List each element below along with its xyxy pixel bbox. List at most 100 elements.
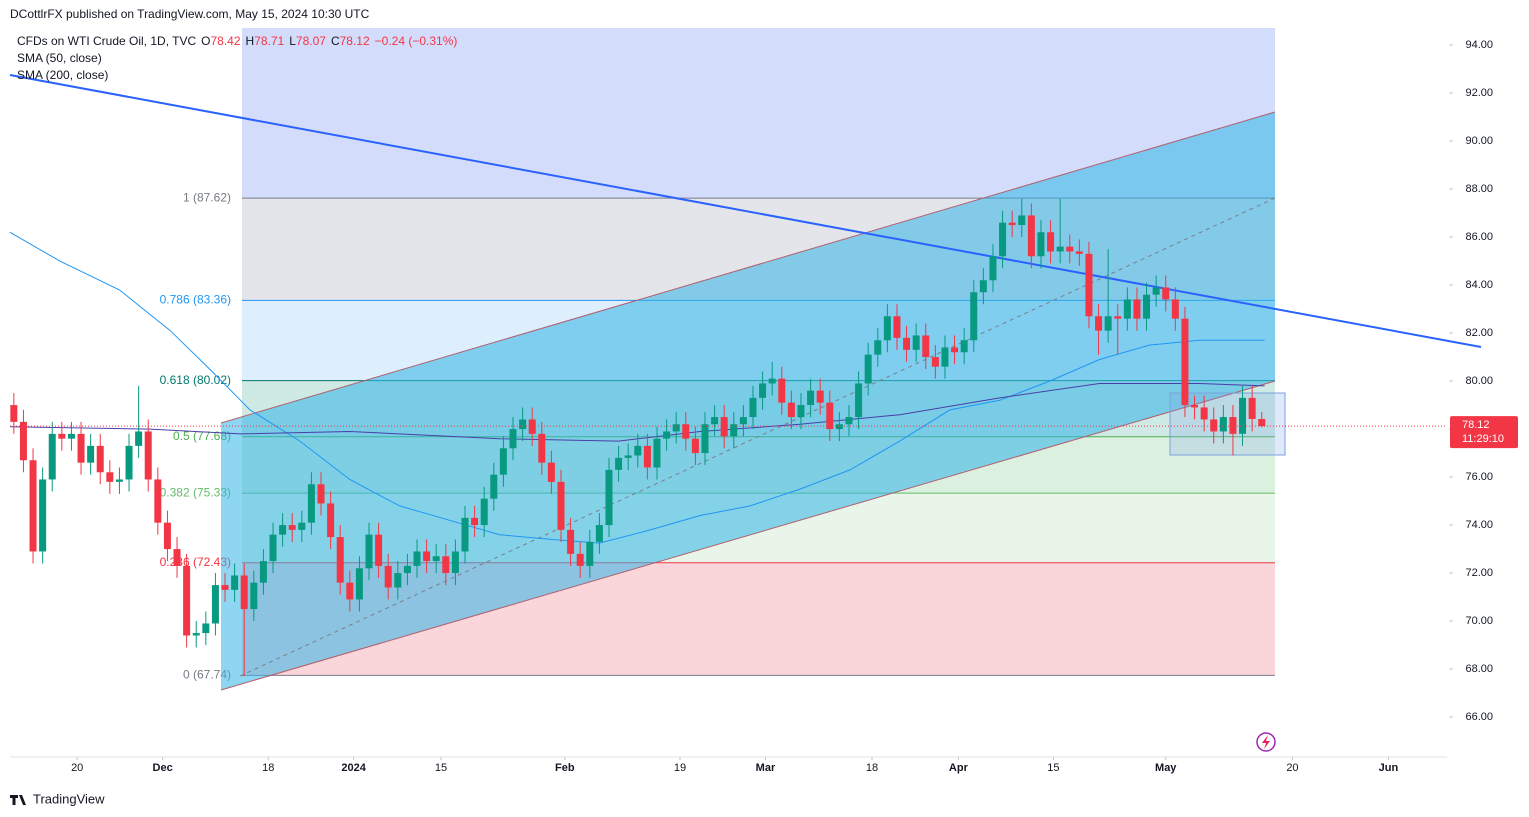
candle-body [346, 582, 354, 600]
legend-ohlc-value: 78.12 [340, 34, 370, 48]
candle-body [317, 484, 325, 504]
x-tick-label: Apr [949, 762, 969, 774]
x-tick-label: 18 [262, 762, 274, 774]
candle-body [730, 424, 738, 437]
candle-body [1239, 397, 1247, 434]
y-tick-label: 88.00 [1465, 183, 1493, 195]
candle-body [1248, 397, 1256, 419]
candle-body [1066, 246, 1074, 252]
candle-body [375, 534, 383, 566]
countdown-label: 11:29:10 [1462, 433, 1504, 445]
candle-body [960, 340, 968, 353]
candle-body [586, 541, 594, 566]
candle-body [403, 565, 411, 574]
candle-body [423, 551, 431, 562]
x-tick-label: Feb [555, 762, 575, 774]
candle-body [39, 479, 47, 552]
event-circle [1256, 732, 1276, 752]
candle-body [576, 553, 584, 566]
legend-ohlc-key: C [331, 34, 340, 48]
y-tick-label: 90.00 [1465, 135, 1493, 147]
x-tick-label: 20 [1286, 762, 1298, 774]
candle-body [471, 517, 479, 526]
candle-body [442, 556, 450, 574]
candle-body [1123, 299, 1131, 319]
candle-body [1085, 253, 1093, 317]
sma-line [9, 231, 1265, 544]
candle-body [499, 448, 507, 475]
candle-body [634, 445, 642, 456]
x-tick-label: May [1155, 762, 1177, 774]
last-price-label: 78.12 [1462, 419, 1490, 431]
candle-body [941, 347, 949, 367]
candle-body [874, 340, 882, 355]
candle-body [931, 357, 939, 367]
candle-body [711, 417, 719, 425]
candle-body [307, 484, 315, 523]
candle-body [922, 335, 930, 358]
candle-body [595, 525, 603, 542]
candle-body [1181, 318, 1189, 406]
candle-body [355, 568, 363, 600]
candle-body [451, 551, 459, 574]
legend-ohlc-value: 78.07 [296, 34, 326, 48]
candle-body [768, 378, 776, 384]
candle-body [183, 565, 191, 636]
candle-body [519, 419, 527, 430]
candle-body [1210, 419, 1218, 432]
legend-symbol: CFDs on WTI Crude Oil, 1D, TVC [17, 34, 196, 48]
legend-ohlc-key: L [289, 34, 296, 48]
candle-body [1027, 215, 1035, 257]
y-tick-label: 80.00 [1465, 375, 1493, 387]
candle-body [144, 431, 152, 480]
legend-change: −0.24 (−0.31%) [375, 34, 458, 48]
y-tick-label: 84.00 [1465, 279, 1493, 291]
candle-body [1258, 418, 1266, 427]
candle-body [653, 438, 661, 468]
candle-body [1104, 316, 1112, 331]
candle-body [855, 383, 863, 418]
candle-body [1037, 232, 1045, 257]
x-tick-label: Dec [153, 762, 173, 774]
candle-body [845, 417, 853, 425]
legend-ohlc-value: 78.71 [254, 34, 284, 48]
x-tick-label: 15 [1047, 762, 1059, 774]
candle-body [29, 460, 37, 552]
candle-body [567, 529, 575, 554]
candle-body [192, 633, 200, 636]
candle-body [48, 433, 56, 480]
candle-body [77, 433, 85, 463]
candle-body [58, 433, 66, 439]
candle-body [1219, 417, 1227, 432]
candle-body [1075, 251, 1083, 254]
y-tick-label: 92.00 [1465, 87, 1493, 99]
candle-body [19, 421, 27, 461]
fib-trend-line [239, 197, 1276, 677]
candle-body [989, 256, 997, 281]
candle-body [701, 424, 709, 454]
candle-body [1152, 287, 1160, 295]
candle-body [951, 347, 959, 353]
legend-ohlc-key: O [201, 34, 210, 48]
candle-body [979, 280, 987, 293]
fib-level-label: 0.618 (80.02) [160, 373, 231, 387]
y-tick-label: 76.00 [1465, 471, 1493, 483]
candle-body [413, 551, 421, 566]
y-tick-label: 86.00 [1465, 231, 1493, 243]
candle-body [231, 575, 239, 590]
y-tick-label: 72.00 [1465, 567, 1493, 579]
candle-body [269, 534, 277, 562]
brand-name: TradingView [33, 791, 105, 806]
x-tick-label: 19 [674, 762, 686, 774]
candle-body [893, 316, 901, 338]
candle-body [538, 433, 546, 463]
candle-body [864, 354, 872, 384]
candle-body [365, 534, 373, 569]
candle-body [672, 424, 680, 432]
candle-body [173, 549, 181, 566]
legend-main: CFDs on WTI Crude Oil, 1D, TVC O78.42 H78.… [17, 34, 457, 48]
candle-body [1008, 222, 1016, 226]
candle-body [336, 537, 344, 583]
channel-lower [220, 380, 1276, 691]
